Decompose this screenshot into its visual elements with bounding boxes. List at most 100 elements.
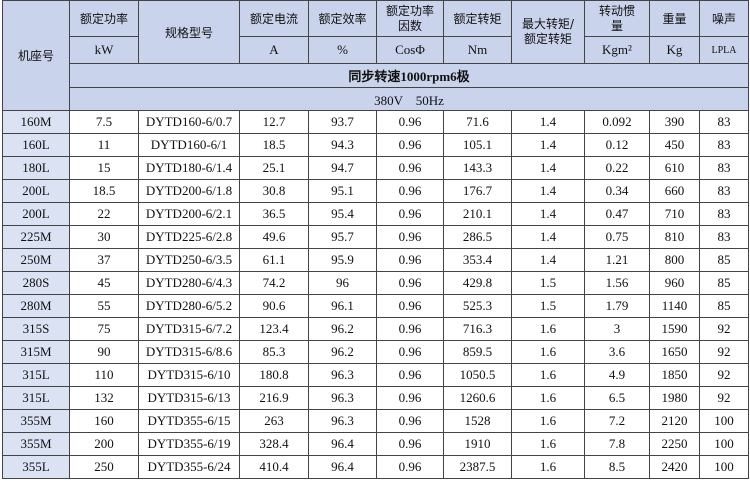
table-row: 250M 37 DYTD250-6/3.5 61.1 95.9 0.96 353.4 1.4 1… [2, 248, 749, 272]
data-cell: 92 [699, 317, 749, 341]
data-cell: 800 [649, 248, 700, 272]
data-cell: 250 [69, 455, 139, 479]
data-cell: DYTD200-6/1.8 [138, 179, 240, 203]
frame-cell: 160M [2, 110, 70, 134]
data-cell: DYTD315-6/13 [138, 386, 240, 410]
data-cell: 90 [69, 340, 139, 364]
data-cell: 0.96 [376, 386, 444, 410]
table-row: 280S 45 DYTD280-6/4.3 74.2 96 0.96 429.8 1.5 1.5… [2, 271, 749, 295]
data-cell: 22 [69, 202, 139, 226]
data-cell: 0.96 [376, 156, 444, 180]
data-cell: 3.6 [584, 340, 650, 364]
data-cell: 95.9 [308, 248, 377, 272]
data-cell: 1.6 [511, 317, 585, 341]
data-cell: 96.4 [308, 455, 377, 479]
data-cell: 6.5 [584, 386, 650, 410]
table-row: kW A% CosΦ Nm Kgm² Kg LPLA [3, 36, 749, 64]
data-cell: 83 [699, 202, 749, 226]
frame-cell: 355M [2, 409, 70, 433]
table-row: 355M 200 DYTD355-6/19 328.4 96.4 0.96 1910 1.6 7… [2, 432, 749, 456]
data-cell: 1528 [443, 409, 512, 433]
data-cell: 176.7 [443, 179, 512, 203]
data-cell: 105.1 [443, 133, 512, 157]
frame-cell: 225M [2, 225, 70, 249]
column-unit: kW [69, 36, 139, 64]
data-cell: 0.96 [376, 133, 444, 157]
data-cell: 2387.5 [443, 455, 512, 479]
data-cell: 15 [69, 156, 139, 180]
data-cell: 1.6 [511, 340, 585, 364]
data-cell: 83 [699, 179, 749, 203]
table-row: 355L 250 DYTD355-6/24 410.4 96.4 0.96 2387.5 1.… [2, 455, 749, 479]
data-cell: 100 [699, 432, 749, 456]
data-cell: 286.5 [443, 225, 512, 249]
data-cell: 36.5 [239, 202, 309, 226]
data-cell: 710 [649, 202, 700, 226]
data-cell: 1.4 [511, 156, 585, 180]
data-cell: 0.96 [376, 271, 444, 295]
data-cell: 0.96 [376, 363, 444, 387]
table-row: 机座号 额定功率 规格型号 额定电流 额定效率 额定功率因数 额定转矩 最大转矩/额定转矩 转动… [2, 0, 749, 111]
data-cell: 0.092 [584, 110, 650, 134]
data-cell: 1.4 [511, 225, 585, 249]
data-cell: 263 [239, 409, 309, 433]
data-cell: DYTD200-6/2.1 [138, 202, 240, 226]
data-cell: 123.4 [239, 317, 309, 341]
table-row: 200L 18.5 DYTD200-6/1.8 30.8 95.1 0.96 176.7 1.… [2, 179, 749, 203]
data-cell: 30 [69, 225, 139, 249]
column-header: 转动惯量 [584, 0, 650, 37]
data-cell: 1.4 [511, 110, 585, 134]
table-row: 315S 75 DYTD315-6/7.2 123.4 96.2 0.96 716.3 1.6… [2, 317, 749, 341]
data-cell: 85 [699, 271, 749, 295]
data-cell: 0.96 [376, 202, 444, 226]
data-cell: 7.2 [584, 409, 650, 433]
column-header: 额定功率因数 [376, 0, 444, 37]
data-cell: DYTD355-6/24 [138, 455, 240, 479]
data-cell: 1.4 [511, 133, 585, 157]
data-cell: 660 [649, 179, 700, 203]
data-cell: 960 [649, 271, 700, 295]
data-cell: 1980 [649, 386, 700, 410]
column-header: 机座号 [2, 0, 70, 111]
data-cell: DYTD180-6/1.4 [138, 156, 240, 180]
data-cell: 49.6 [239, 225, 309, 249]
data-cell: 160 [69, 409, 139, 433]
column-unit: Kgm² [584, 36, 650, 64]
data-cell: 18.5 [69, 179, 139, 203]
table-row: 160L 11 DYTD160-6/1 18.5 94.3 0.96 105.1 1.4 0.1… [2, 133, 749, 157]
data-cell: 0.96 [376, 179, 444, 203]
frame-cell: 250M [2, 248, 70, 272]
data-cell: 1050.5 [443, 363, 512, 387]
data-cell: 110 [69, 363, 139, 387]
column-header: 额定转矩 [443, 0, 512, 37]
data-cell: 0.96 [376, 340, 444, 364]
frame-cell: 180L [2, 156, 70, 180]
table-row: 380V 50Hz [3, 87, 749, 111]
data-cell: 390 [649, 110, 700, 134]
table-row: 315L 132 DYTD315-6/13 216.9 96.3 0.96 1260.6 1.… [2, 386, 749, 410]
column-header: 额定效率 [308, 0, 377, 37]
data-cell: 610 [649, 156, 700, 180]
data-cell: 1650 [649, 340, 700, 364]
data-cell: DYTD160-6/0.7 [138, 110, 240, 134]
column-header: 噪声 [699, 0, 749, 37]
data-cell: 1260.6 [443, 386, 512, 410]
frame-cell: 355M [2, 432, 70, 456]
data-cell: 94.3 [308, 133, 377, 157]
table-row: 315L 110 DYTD315-6/10 180.8 96.3 0.96 1050.5 1.… [2, 363, 749, 387]
data-cell: 180.8 [239, 363, 309, 387]
data-cell: 12.7 [239, 110, 309, 134]
data-cell: 100 [699, 409, 749, 433]
data-cell: 525.3 [443, 294, 512, 318]
column-unit: Kg [649, 36, 700, 64]
data-cell: 1.5 [511, 271, 585, 295]
frame-cell: 160L [2, 133, 70, 157]
column-unit: % [308, 36, 377, 64]
column-unit: LPLA [699, 36, 749, 64]
data-cell: 410.4 [239, 455, 309, 479]
data-cell: 7.8 [584, 432, 650, 456]
data-cell: 1.5 [511, 294, 585, 318]
data-cell: 85 [699, 294, 749, 318]
data-cell: 143.3 [443, 156, 512, 180]
